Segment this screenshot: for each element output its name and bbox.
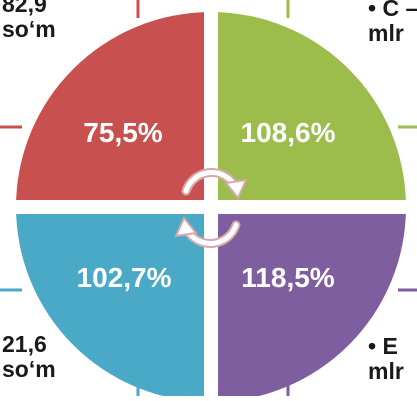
- value-label-top-left: 75,5%: [83, 117, 162, 148]
- divider-vertical: [204, 0, 218, 396]
- corner-label-bottom-left-line2: so‘m: [2, 356, 56, 382]
- arrow-upper-head: [224, 178, 248, 200]
- corner-label-bottom-right-line1: • E: [368, 333, 398, 359]
- corner-label-top-right: • C – mlr: [368, 0, 417, 46]
- quadrant-bottom-left: [16, 207, 211, 401]
- corner-label-top-left-line1: 82,9: [2, 0, 47, 17]
- arrow-upper-arc-core: [183, 170, 238, 194]
- value-label-bottom-left: 102,7%: [77, 262, 172, 293]
- quadrant-top-left: [16, 12, 211, 207]
- corner-label-bottom-right-line2: mlr: [368, 358, 404, 384]
- value-label-top-right: 108,6%: [241, 117, 336, 148]
- corner-label-bottom-left-line1: 21,6: [2, 331, 47, 357]
- divider-horizontal: [0, 200, 417, 214]
- arrow-lower-arc-core: [184, 222, 239, 246]
- corner-label-top-left-line2: so‘m: [2, 16, 56, 42]
- quadrant-top-right: [211, 12, 406, 207]
- corner-label-top-right-line1: • C –: [368, 0, 417, 21]
- corner-label-bottom-right: • E mlr: [368, 334, 404, 384]
- arrow-lower-head: [174, 216, 198, 238]
- corner-label-bottom-left: 21,6 so‘m: [2, 332, 56, 382]
- corner-label-top-left: 82,9 so‘m: [2, 0, 56, 42]
- quadrant-bottom-right: [211, 207, 406, 401]
- corner-label-top-right-line2: mlr: [368, 20, 404, 46]
- circular-arrows-icon: [174, 168, 248, 248]
- value-label-bottom-right: 118,5%: [241, 262, 335, 293]
